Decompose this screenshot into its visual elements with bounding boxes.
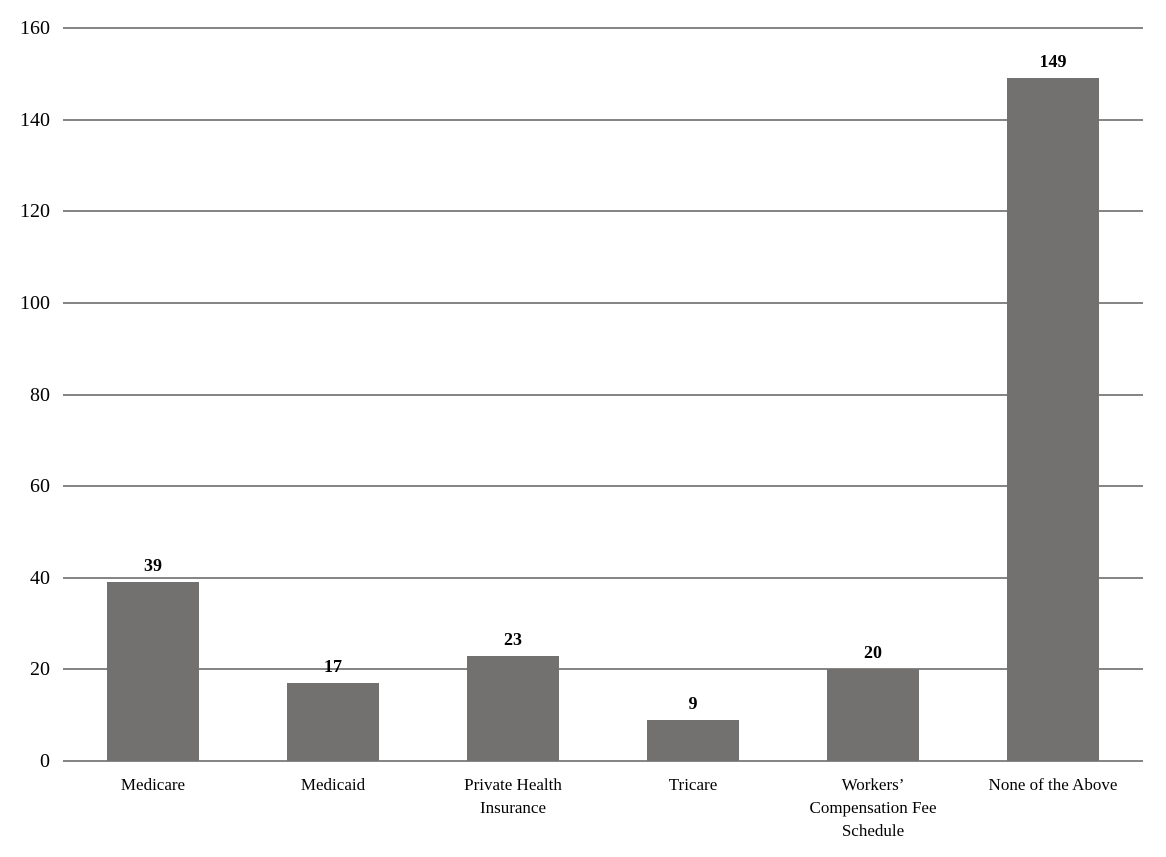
bar-value-label: 149 [1039,51,1067,72]
x-axis-category-label-line: Medicare [120,775,186,794]
x-axis-category-label-line: Insurance [479,798,547,817]
bar [647,719,739,761]
gridline [63,210,1143,213]
x-axis-category-label: Workers’ Compensation Fee Schedule [773,773,973,842]
bar-value-label: 23 [504,628,522,649]
x-axis-category-label: Medicare [53,773,253,796]
bar-value-label: 20 [864,642,882,663]
y-axis-tick-label: 0 [40,750,50,772]
gridline [63,118,1143,121]
bar-value-label: 17 [324,656,342,677]
gridline [63,668,1143,671]
gridline [63,760,1143,762]
x-axis-category-label: Tricare [593,773,793,796]
gridline [63,576,1143,579]
y-axis-tick-label: 20 [30,658,50,681]
y-axis-tick-label: 160 [20,17,50,39]
y-axis-tick-label: 80 [30,383,50,406]
x-axis-category-label-line: Schedule [841,821,905,840]
y-axis-tick-label: 140 [20,108,50,131]
x-axis-category-label: None of the Above [953,773,1153,796]
x-axis-category-label-line: Private Health [464,775,562,794]
bar-value-label: 9 [688,692,698,713]
gridline [63,485,1143,488]
x-axis-category-label-line: Tricare [668,775,718,794]
bar [287,683,379,761]
gridline [63,27,1143,29]
y-axis-tick-label: 40 [30,566,50,589]
gridline [63,393,1143,396]
x-axis-category-label: Private Health Insurance [413,773,613,819]
x-axis-category-label-line: Medicaid [300,775,366,794]
x-axis-category-label: Medicaid [233,773,433,796]
x-axis-category-label-line: None of the Above [988,775,1118,794]
gridline [63,301,1143,304]
x-axis-category-label-line: Workers’ [841,775,905,794]
bar [827,669,919,761]
x-axis-category-label-line: Compensation Fee [809,798,937,817]
bar [107,582,199,761]
bar [467,655,559,761]
bar [1007,78,1099,761]
y-axis-tick-label: 100 [20,291,50,314]
y-axis-tick-label: 60 [30,475,50,498]
bar-value-label: 39 [144,555,162,576]
y-axis-tick-label: 120 [20,200,50,223]
